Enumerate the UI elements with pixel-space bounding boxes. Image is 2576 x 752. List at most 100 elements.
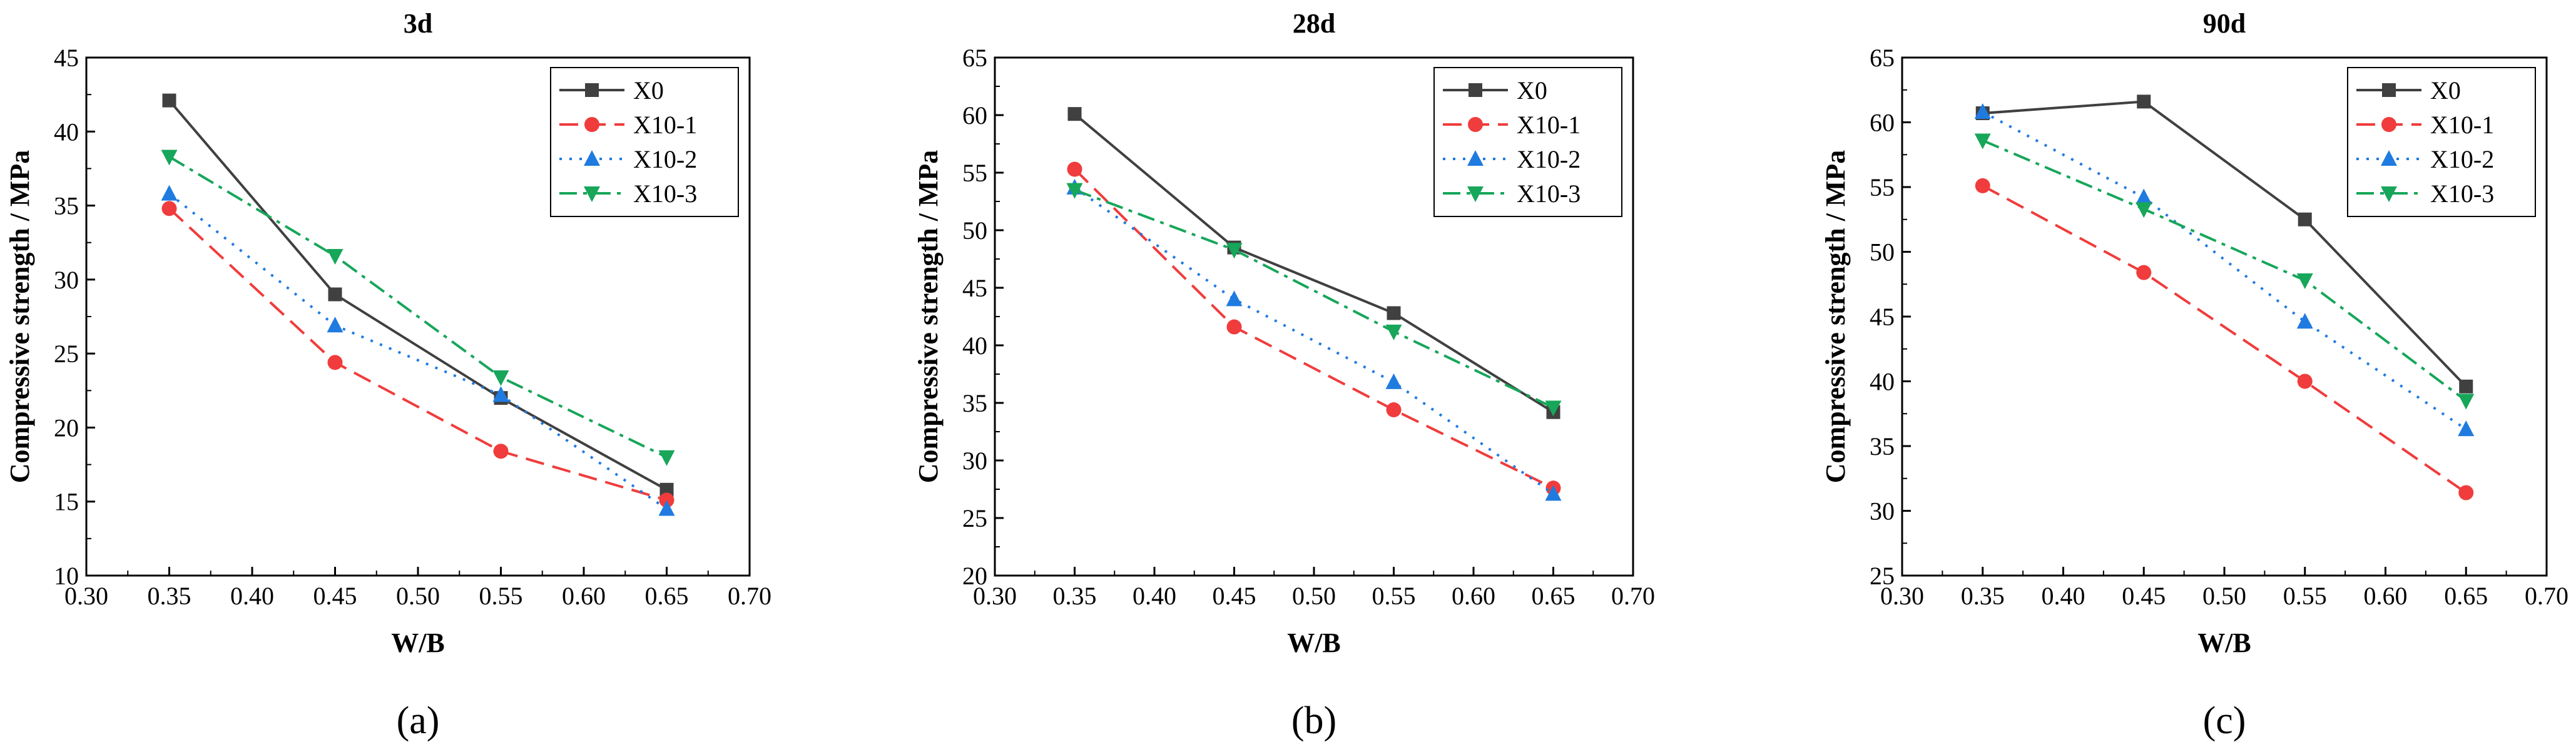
data-point-x10-2 [327,317,344,333]
legend-box [1433,67,1622,217]
data-point-x10-1 [1226,319,1242,335]
series-line-x10-2 [168,193,668,511]
panel-caption: (b) [1291,699,1336,742]
data-point-x10-1 [2136,265,2152,280]
data-point-x10-1 [1975,178,1990,193]
data-point-x10-3 [658,450,675,466]
y-tick-label: 20 [962,562,987,590]
legend-marker [1468,117,1483,132]
y-axis-label: Compressive strength / MPa [1820,150,1851,483]
x-tick-label: 0.60 [1452,582,1495,610]
y-tick-label: 25 [962,504,987,532]
x-tick-label: 0.65 [2444,582,2488,610]
data-point-x10-3 [1226,243,1243,259]
series-line-x10-1 [1074,168,1554,489]
data-point-x10-2 [658,500,675,516]
y-tick-label: 60 [962,101,987,130]
y-axis-label: Compressive strength / MPa [4,150,35,483]
series-line-x0 [1074,113,1554,414]
series-line-x10-3 [1982,139,2467,402]
data-point-x10-2 [1226,290,1243,307]
data-point-x0 [2298,212,2312,226]
x-tick-label: 0.30 [64,582,108,610]
x-tick-label: 0.55 [2283,582,2327,610]
x-tick-label: 0.45 [1213,582,1256,610]
legend-box [550,67,739,217]
x-tick-label: 0.45 [2122,582,2166,610]
legend-marker [584,150,600,166]
legend-label: X10-1 [2430,111,2494,139]
data-point-x10-2 [1974,103,1991,119]
legend-label: X0 [1517,76,1547,104]
data-point-x10-1 [327,355,343,370]
data-point-x10-3 [2136,202,2152,218]
data-point-x10-3 [1066,183,1083,199]
series-line-x10-2 [1982,111,2467,430]
x-tick-label: 0.35 [1053,582,1097,610]
data-point-x10-1 [1067,161,1082,177]
y-tick-label: 55 [1870,173,1895,201]
legend-label: X10-2 [633,145,697,173]
y-tick-label: 25 [54,340,79,368]
y-tick-label: 30 [54,266,79,294]
data-point-x0 [1387,306,1401,320]
series-line-x10-3 [1074,188,1554,409]
x-tick-label: 0.70 [1611,582,1655,610]
x-tick-label: 0.55 [1372,582,1416,610]
x-tick-label: 0.70 [728,582,771,610]
data-point-x0 [162,93,176,108]
x-tick-label: 0.50 [396,582,440,610]
x-tick-label: 0.55 [479,582,523,610]
y-tick-label: 25 [1870,562,1895,590]
panel-caption: (c) [2203,699,2246,742]
x-tick-label: 0.40 [1133,582,1176,610]
series-line-x0 [168,99,668,491]
data-point-x10-2 [1385,373,1402,389]
legend-marker [2381,117,2396,132]
y-tick-label: 10 [54,562,79,590]
data-point-x10-1 [659,492,675,508]
y-tick-label: 40 [54,118,79,146]
legend-marker [1467,150,1484,166]
legend-label: X0 [633,76,664,104]
data-point-x10-3 [1545,400,1562,417]
chart-title: 90d [2203,8,2246,39]
x-axis-label: W/B [2197,628,2251,658]
x-tick-label: 0.65 [1532,582,1576,610]
legend-marker [584,117,599,132]
y-tick-label: 45 [962,274,987,302]
y-tick-label: 50 [1870,238,1895,267]
data-point-x10-1 [493,444,509,459]
y-tick-label: 35 [54,192,79,220]
chart-panel-3: 0.30 0.35 0.40 0.45 0.50 0.55 0.60 0.65 0.70 25 30… [1820,8,2568,742]
legend-marker [584,186,600,202]
y-tick-label: 45 [54,44,79,72]
legend-marker [2381,150,2397,166]
y-tick-label: 50 [962,216,987,245]
x-tick-label: 0.35 [1961,582,2005,610]
chart-panel-1: 0.30 0.35 0.40 0.45 0.50 0.55 0.60 0.65 0.70 10 15… [4,8,771,742]
y-tick-label: 65 [1870,44,1895,72]
legend-label: X10-1 [633,111,697,139]
chart-title: 3d [404,8,432,39]
x-tick-label: 0.35 [148,582,191,610]
y-tick-label: 35 [1870,432,1895,460]
y-tick-label: 40 [962,332,987,360]
legend-marker [1469,83,1482,97]
x-tick-label: 0.65 [645,582,689,610]
data-point-x10-1 [1386,402,1402,418]
data-point-x10-3 [1385,324,1402,340]
data-point-x0 [2137,94,2151,109]
data-point-x0 [1067,107,1082,121]
series-line-x10-2 [1074,186,1554,495]
y-axis-label: Compressive strength / MPa [913,150,944,483]
data-point-x10-3 [492,370,509,386]
data-point-x0 [328,287,342,302]
x-tick-label: 0.50 [1292,582,1336,610]
data-point-x10-3 [2458,394,2475,410]
data-point-x10-3 [327,249,344,265]
series-line-x10-1 [1982,185,2467,494]
y-tick-label: 20 [54,414,79,442]
data-point-x10-2 [161,185,178,201]
